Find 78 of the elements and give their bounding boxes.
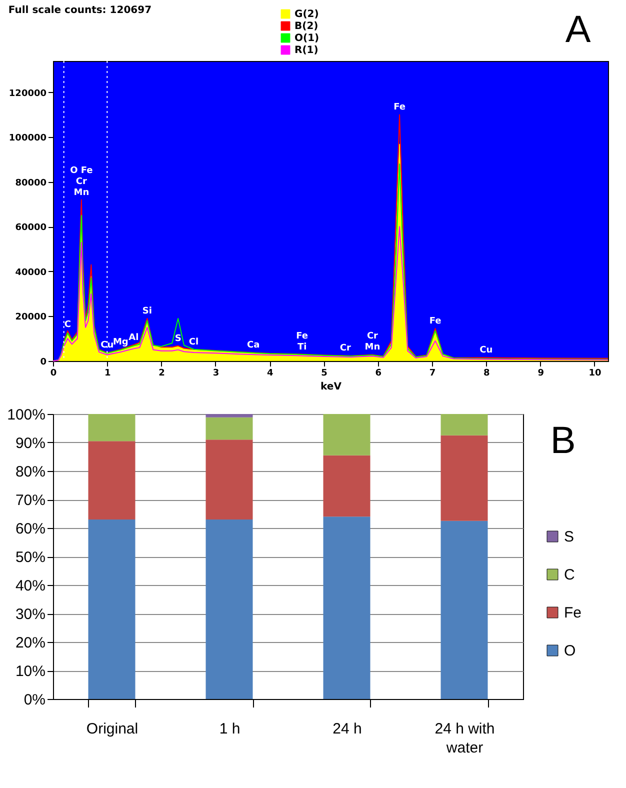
x-tick-label: 24 h with water	[434, 720, 495, 756]
bar	[88, 414, 136, 442]
y-tick-label: 40000	[15, 268, 46, 278]
x-tick-label: 1 h	[219, 720, 240, 738]
legend-label: B(2)	[294, 21, 318, 32]
bar	[206, 440, 253, 520]
annotation: Cr	[366, 332, 379, 342]
y-tick-label: 0%	[24, 692, 46, 708]
x-tick-label: 5	[321, 368, 328, 378]
y-tick-label: 70%	[15, 492, 46, 509]
text: B	[550, 420, 576, 462]
y-tick-label: 60%	[15, 520, 46, 538]
x-tick-label: 4	[266, 368, 274, 378]
legend-label: R(1)	[294, 45, 318, 56]
annotation: Si	[142, 306, 152, 316]
y-tick-label: 60000	[15, 223, 46, 234]
y-tick-label: 0	[40, 358, 46, 368]
annotation: Cr	[76, 176, 88, 187]
bar	[440, 414, 488, 436]
bar	[323, 516, 370, 699]
y-tick-label: 50%	[15, 549, 46, 566]
text: A	[565, 9, 592, 51]
y-tick-label: 20%	[15, 634, 46, 652]
y-tick-label: 30%	[15, 606, 46, 623]
x-tick-label: 10	[588, 368, 602, 378]
annotation: Cu	[100, 340, 114, 351]
x-tick-label: 0	[50, 368, 57, 378]
x-tick-label: 7	[429, 368, 436, 378]
bar	[88, 441, 136, 520]
x-tick-label: 6	[375, 368, 382, 378]
annotation: Fe	[429, 316, 442, 327]
annotation: Fe	[296, 331, 308, 342]
x-axis-title: keV	[320, 382, 342, 392]
x-tick-label: 24 h	[332, 720, 362, 738]
bar	[206, 519, 253, 699]
annotation: Mn	[74, 188, 90, 198]
annotation: Cr	[340, 344, 352, 354]
bar	[206, 417, 253, 440]
legend-label: O(1)	[294, 33, 320, 44]
x-tick-label: 1	[104, 368, 111, 378]
annotation: C	[64, 320, 72, 330]
y-tick-label: 10%	[15, 663, 46, 680]
line-series	[52, 226, 608, 362]
legend-label: G(2)	[294, 9, 319, 20]
legend-label: Fe	[564, 604, 582, 622]
y-tick-label: 80%	[15, 464, 46, 480]
x-tick-label: 2	[158, 368, 165, 378]
x-tick-label: 8	[484, 368, 490, 378]
bar	[323, 414, 370, 456]
annotation: Fe	[394, 102, 406, 113]
chart-title: Full scale counts: 120697	[8, 5, 152, 16]
y-tick-label: 80000	[15, 178, 46, 188]
bar	[206, 414, 253, 418]
bar	[440, 435, 488, 521]
annotation: Mn	[364, 342, 380, 353]
y-tick-label: 40%	[15, 578, 46, 594]
annotation: Cu	[480, 346, 493, 356]
legend-label: S	[564, 528, 574, 546]
annotation: Al	[128, 332, 139, 343]
y-tick-label: 20000	[15, 312, 46, 323]
annotation: Mg	[112, 337, 128, 348]
annotation: Ca	[247, 340, 260, 351]
y-tick-label: 90%	[15, 435, 46, 452]
x-tick-label: 3	[212, 368, 220, 378]
annotation: S	[174, 334, 182, 344]
x-tick-label: 9	[538, 368, 544, 378]
bar	[440, 520, 488, 699]
legend-label: O	[564, 642, 576, 660]
annotation: O Fe	[70, 166, 93, 176]
x-tick-label: Original	[86, 720, 138, 738]
y-tick-label: 100000	[8, 134, 46, 144]
annotation: Ti	[297, 342, 307, 352]
bar	[88, 519, 136, 699]
bar	[323, 455, 370, 517]
y-tick-label: 100%	[7, 406, 46, 424]
legend-label: C	[564, 566, 575, 584]
y-tick-label: 120000	[8, 88, 46, 99]
annotation: Cl	[188, 337, 199, 348]
